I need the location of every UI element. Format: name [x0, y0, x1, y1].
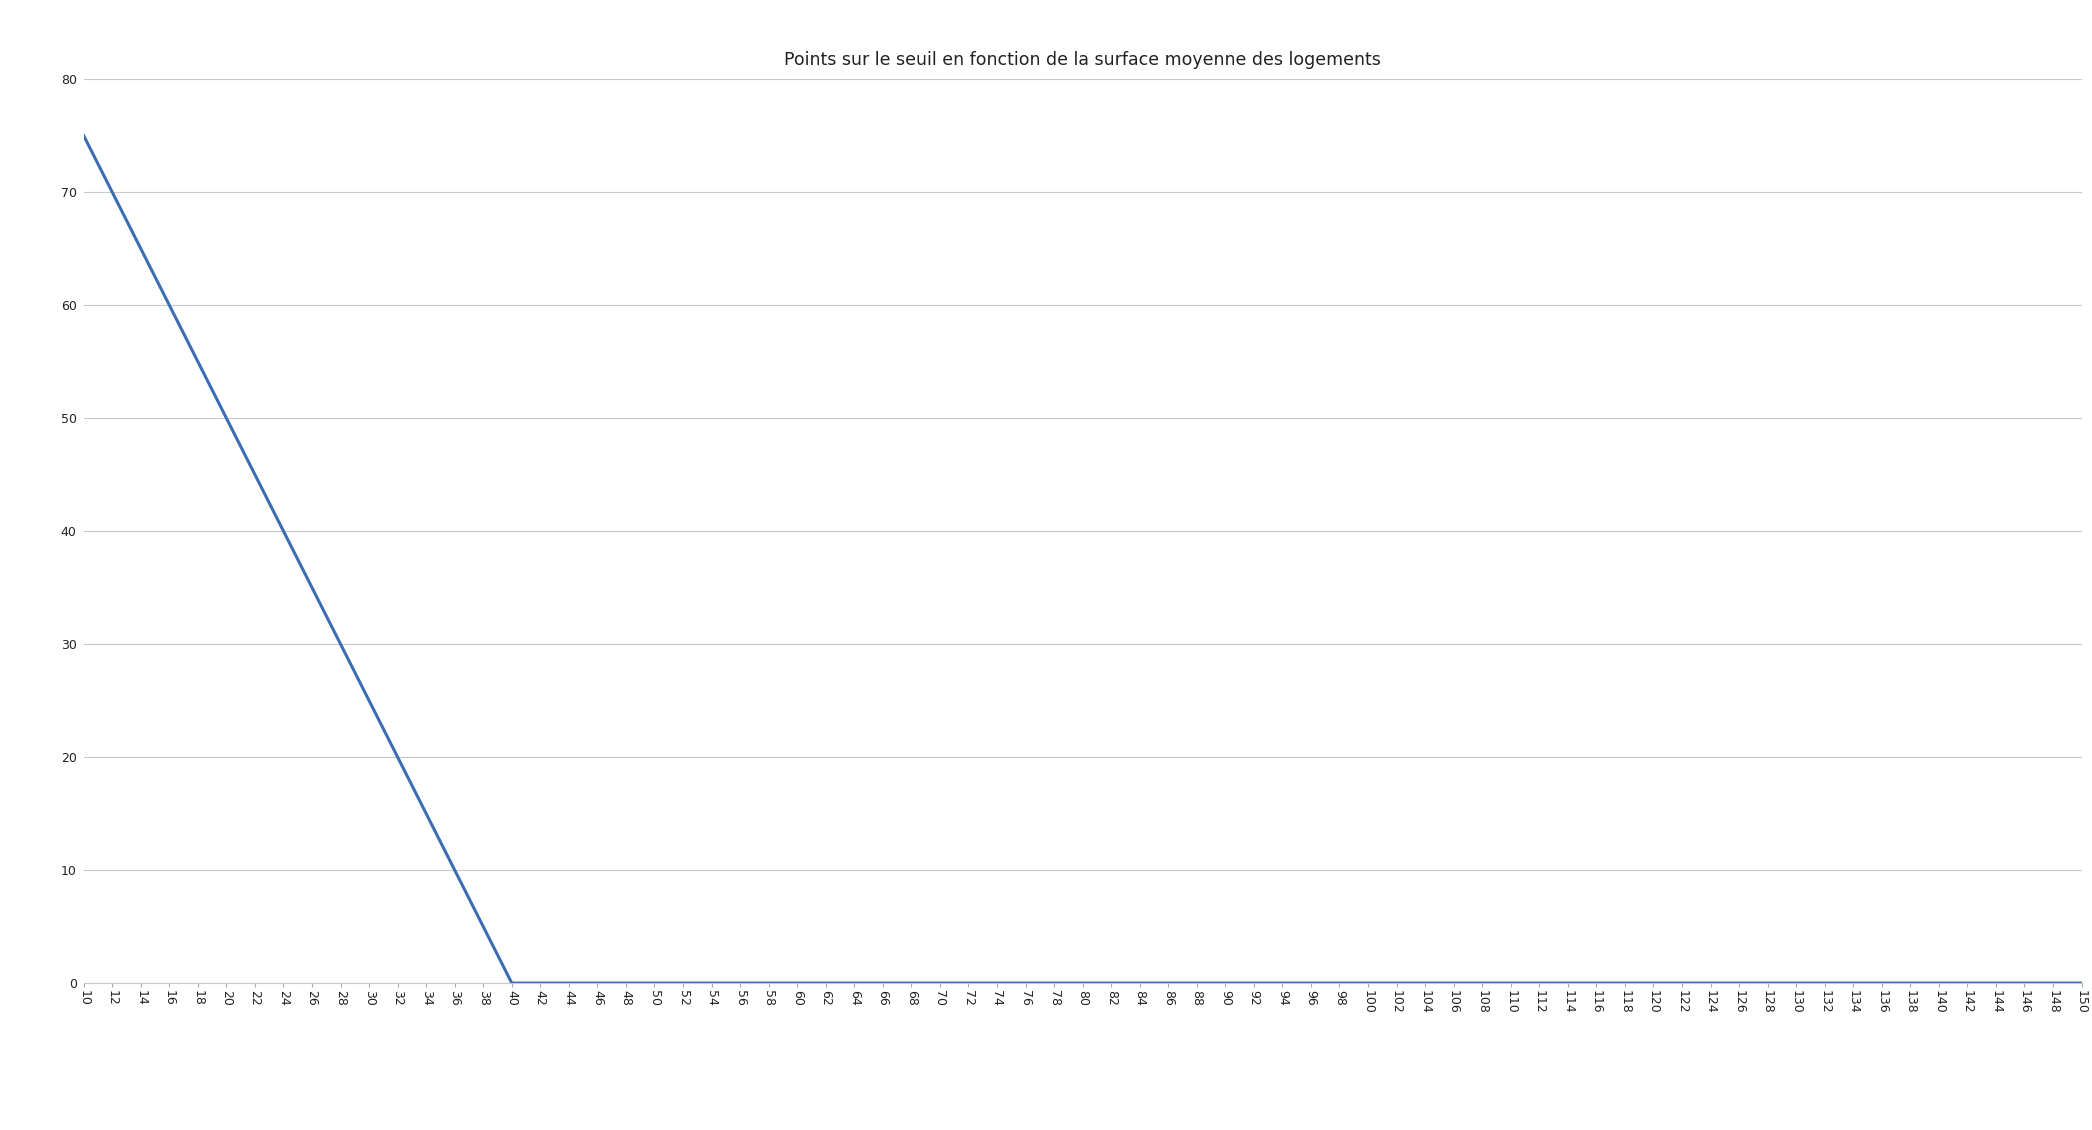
Title: Points sur le seuil en fonction de la surface moyenne des logements: Points sur le seuil en fonction de la su… [784, 51, 1381, 69]
